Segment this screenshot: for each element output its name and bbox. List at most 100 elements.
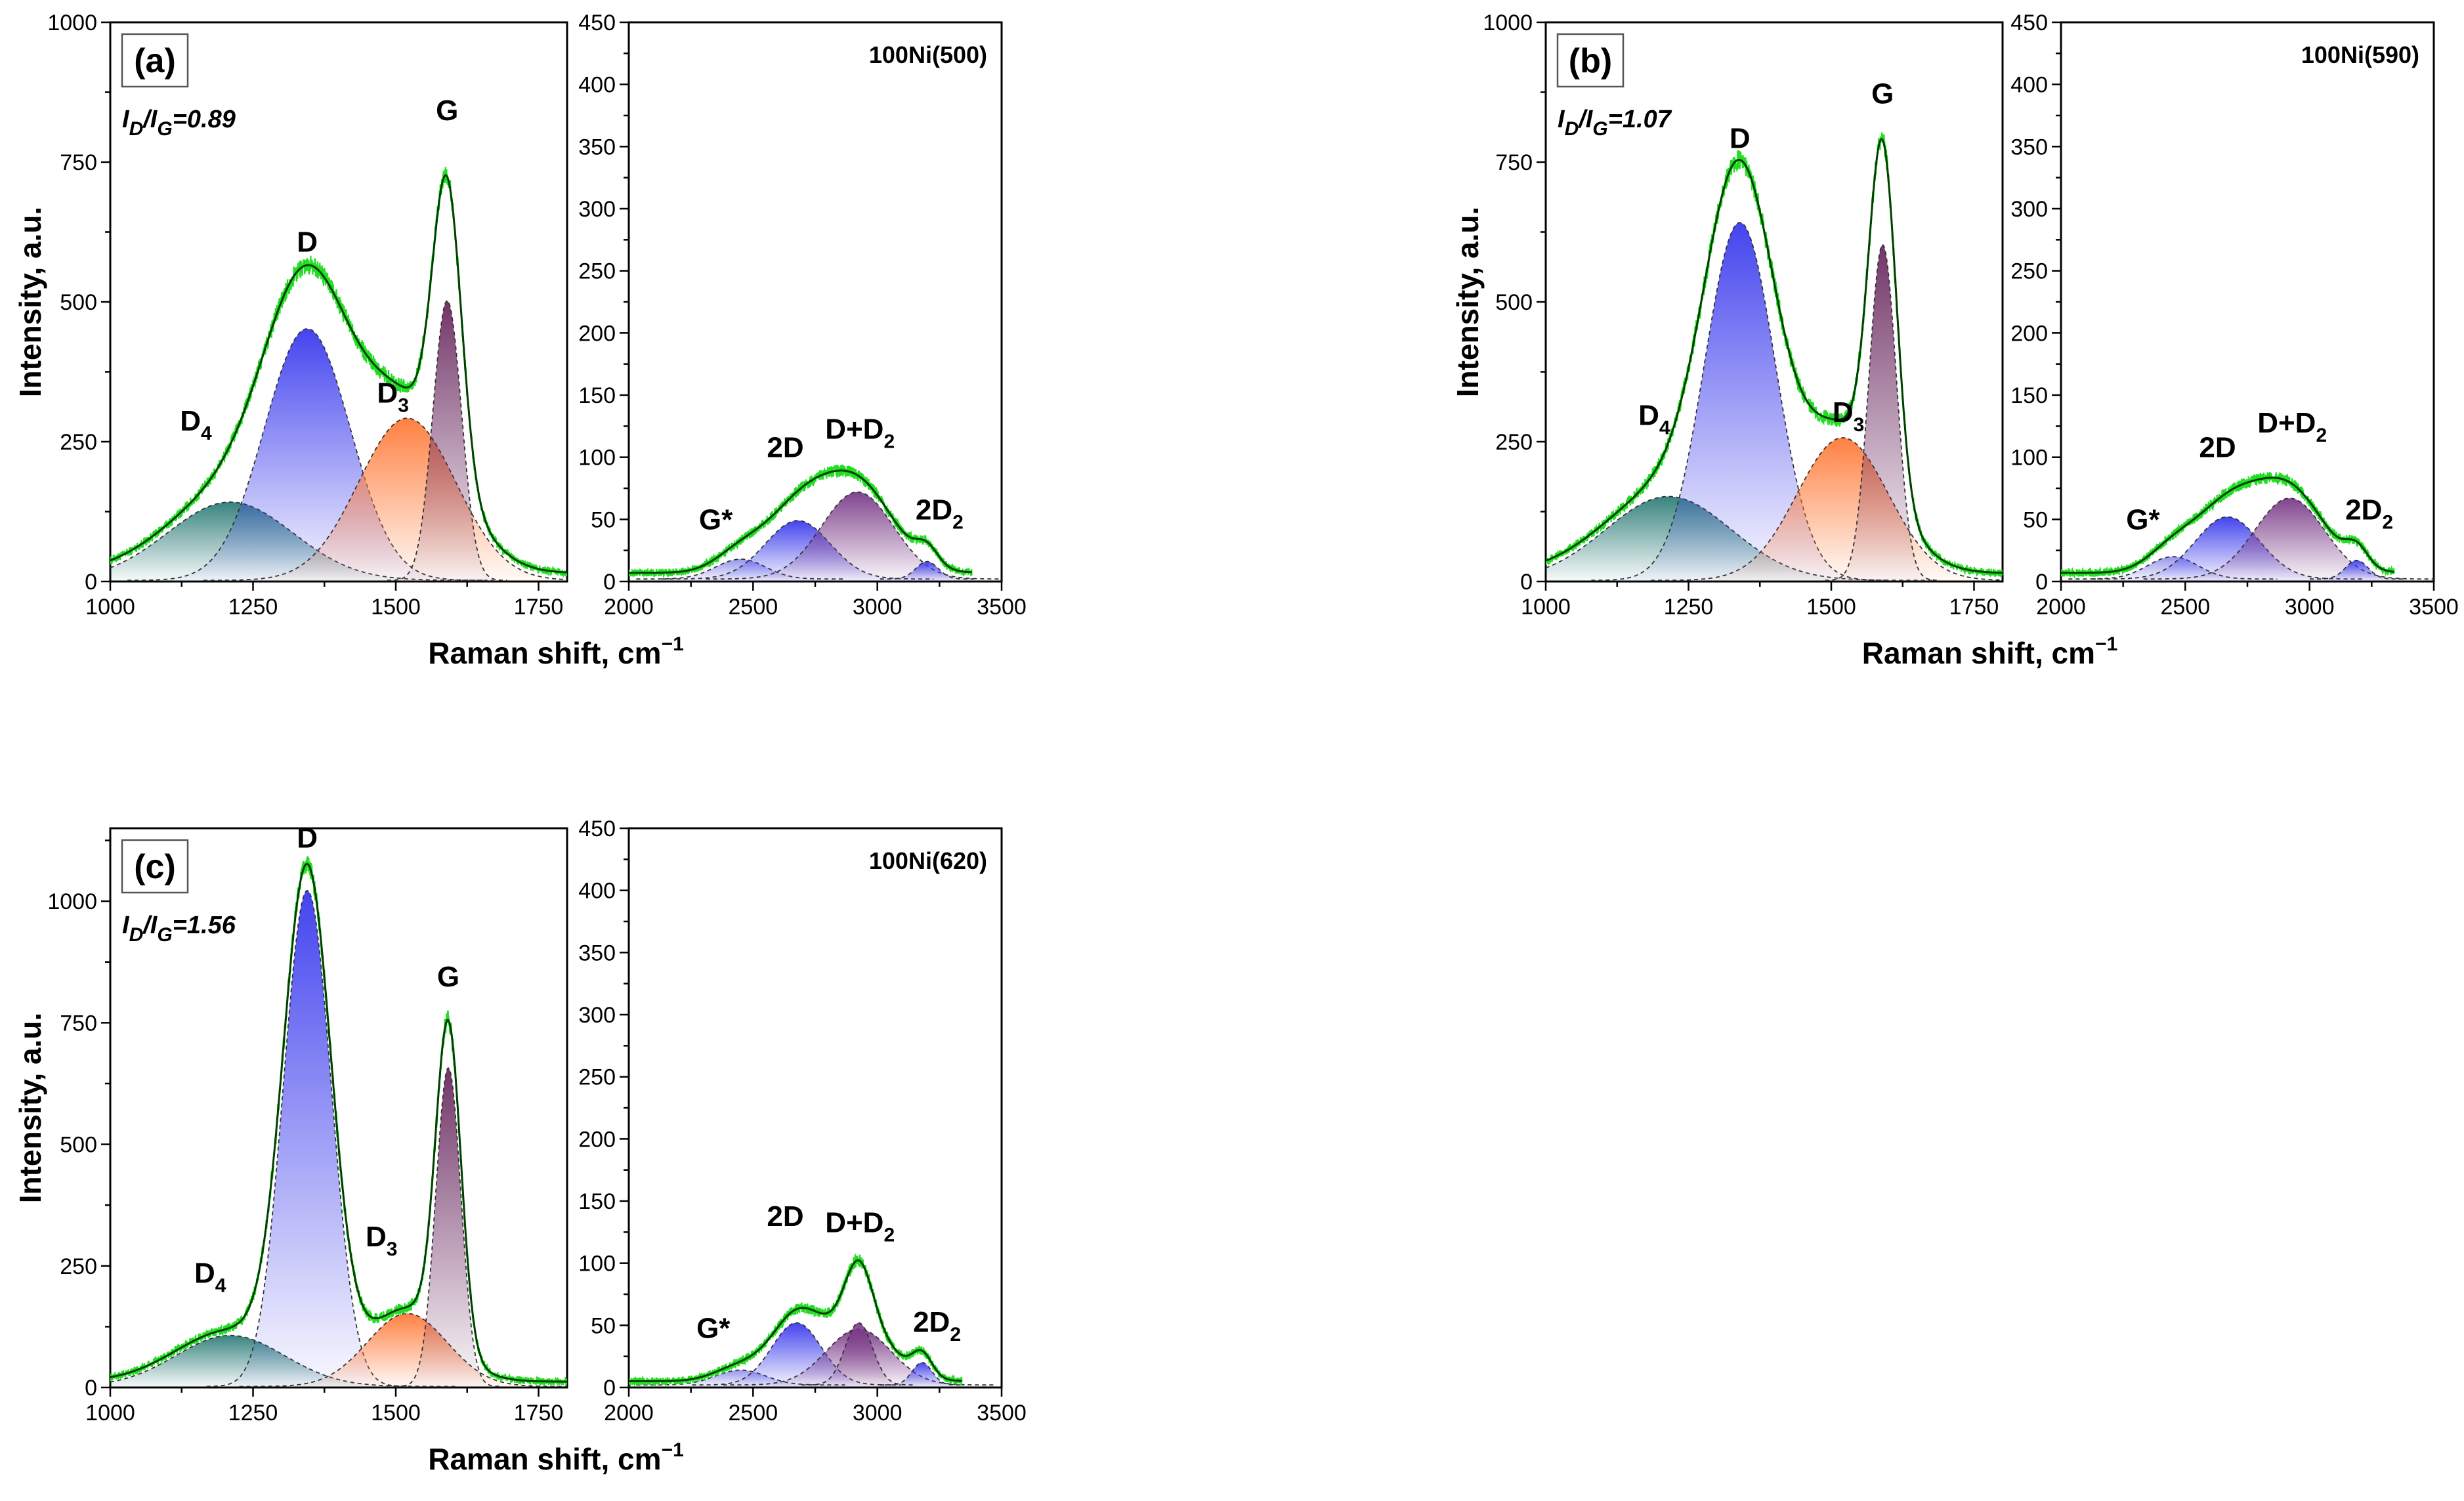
peak-label-D+D2: D+D2 [2257,407,2327,446]
panel-c-right-xtick-label: 3000 [853,1401,903,1426]
peak-label-G: G [437,961,459,993]
panel-a-x-axis-title: Raman shift, cm−1 [428,633,684,670]
peak-label-D4: D4 [180,405,212,444]
panel-b-right-xtick-label: 2500 [2161,595,2211,620]
peak-label-D4: D4 [194,1258,226,1297]
panel-b-right-ytick-label: 300 [2010,197,2048,222]
panel-c-right-ytick-label: 50 [591,1313,616,1338]
panel-b-right-ytick-label: 450 [2010,11,2048,35]
peak-label-2D2: 2D2 [2345,494,2393,533]
panel-c-left-xtick-label: 1500 [371,1401,421,1426]
panel-c-label: (c) [134,848,176,886]
panel-b-left-xtick-label: 1250 [1664,595,1714,620]
panel-c-right-xtick-label: 2000 [604,1401,654,1426]
panel-b-label-box: (b) [1556,33,1625,88]
peak-label-G: G [436,95,458,127]
panel-b-left-xtick-label: 1750 [1949,595,1999,620]
panel-a-ratio-label: ID/IG=0.89 [122,106,236,140]
panel-b-ratio-label: ID/IG=1.07 [1558,106,1672,140]
panel-b-right-ytick-label: 400 [2010,73,2048,98]
component-2D2-line [2310,559,2404,580]
panel-a-right-xtick-label: 2000 [604,595,654,620]
panel-a-right-ytick-label: 0 [603,570,616,595]
peak-label-G: G [1871,78,1894,110]
panel-a-left-xtick-label: 1500 [371,595,421,620]
panel-c-left-fit-envelope [110,862,567,1383]
panel-b-x-axis-title: Raman shift, cm−1 [1862,633,2118,670]
panel-c-sample-label: 100Ni(620) [869,847,987,874]
panel-c-left-ytick-label: 0 [85,1376,97,1401]
component-2D2-line [880,1362,964,1386]
panel-a-right-xtick-label: 3500 [977,595,1027,620]
panel-b-right-ytick-label: 150 [2010,383,2048,408]
peak-label-D+D2: D+D2 [825,1206,895,1246]
component-D3-line [1651,437,2003,581]
component-D3-fill [203,418,567,581]
peak-label-D: D [297,822,318,855]
panel-b-left-xtick-label: 1500 [1806,595,1856,620]
peak-label-D: D [297,226,318,258]
panel-b-right-ytick-label: 0 [2035,570,2048,595]
panel-a-left-plot-area [110,167,567,581]
panel-c-right-ytick-label: 350 [578,941,616,965]
component-D4-line [110,501,494,581]
panel-a-right-ytick-label: 450 [578,11,616,35]
panel-b-right-ytick-label: 250 [2010,259,2048,284]
panel-c-right-ytick-label: 200 [578,1127,616,1152]
panel-b-left-xtick-label: 1000 [1521,595,1571,620]
panel-a-right-ytick-label: 350 [578,135,616,159]
panel-a-right-ytick-label: 300 [578,197,616,222]
component-G-fill [1825,245,1940,581]
component-D-line [127,328,488,581]
panel-b-left-fit-envelope [1546,137,2003,574]
panel-a-right-ytick-label: 50 [591,507,616,532]
component-G-line [1825,244,1940,581]
panel-b-left-ytick-label: 250 [1495,430,1533,455]
panel-a-left-ytick-label: 0 [85,570,97,595]
component-2D2-fill [2310,560,2404,581]
component-2D-fill [692,1322,901,1387]
panel-b-right-ytick-label: 50 [2023,507,2048,532]
panel-c-right-ytick-label: 250 [578,1065,616,1090]
peak-label-Gstar: G* [2126,503,2160,536]
component-D-fill [206,890,408,1387]
panel-c-right-ytick-label: 100 [578,1252,616,1277]
panel-a: 1000 1250 1500 175002505007501000D4DD3G2000… [13,11,1027,670]
peak-label-2D2: 2D2 [913,1306,961,1345]
panel-b: 1000 1250 1500 175002505007501000D4DD3G2000… [1451,11,2459,670]
panel-b-label: (b) [1569,42,1612,80]
component-Gstar-fill [636,1370,845,1387]
panel-a-label: (a) [134,42,176,80]
panel-b-y-axis-title: Intensity, a.u. [1451,207,1485,398]
panel-b-right-ytick-label: 350 [2010,135,2048,159]
panel-a-left-ytick-label: 1000 [47,11,97,35]
component-D-fill [127,328,488,581]
panel-c-right-ytick-label: 450 [578,816,616,841]
panel-b-sample-label: 100Ni(590) [2301,41,2419,68]
panel-a-right-ytick-label: 100 [578,446,616,471]
panel-c-left-xtick-label: 1000 [85,1401,135,1426]
component-D3-line [239,1313,567,1387]
panel-b-right-xtick-label: 3500 [2409,595,2459,620]
component-D+D2-line [706,491,1002,580]
panel-c-right-plot-area [629,1253,994,1387]
panel-c: 1000 1250 1500 175002505007501000D4DD3G2000… [13,816,1027,1476]
panel-a-right-fit-envelope [629,469,972,574]
panel-b-right-ytick-label: 200 [2010,321,2048,346]
peak-label-2D2: 2D2 [916,494,964,533]
panel-b-left-ytick-label: 0 [1520,570,1533,595]
panel-c-x-axis-title: Raman shift, cm−1 [428,1439,684,1476]
panel-a-right-xtick-label: 3000 [853,595,903,620]
panel-c-ratio-label: ID/IG=1.56 [122,912,236,946]
component-2D2-fill [880,1363,964,1387]
panel-a-left-xtick-label: 1250 [228,595,278,620]
peak-label-Gstar: G* [699,503,733,536]
panel-a-left-ytick-label: 250 [60,430,97,455]
panel-a-right-ytick-label: 400 [578,73,616,98]
component-G-line [387,300,507,581]
peak-label-2D: 2D [2199,432,2236,464]
panel-a-sample-label: 100Ni(500) [869,41,987,68]
panel-c-left-plot-area [110,856,567,1387]
panel-c-left-ytick-label: 1000 [47,889,97,914]
